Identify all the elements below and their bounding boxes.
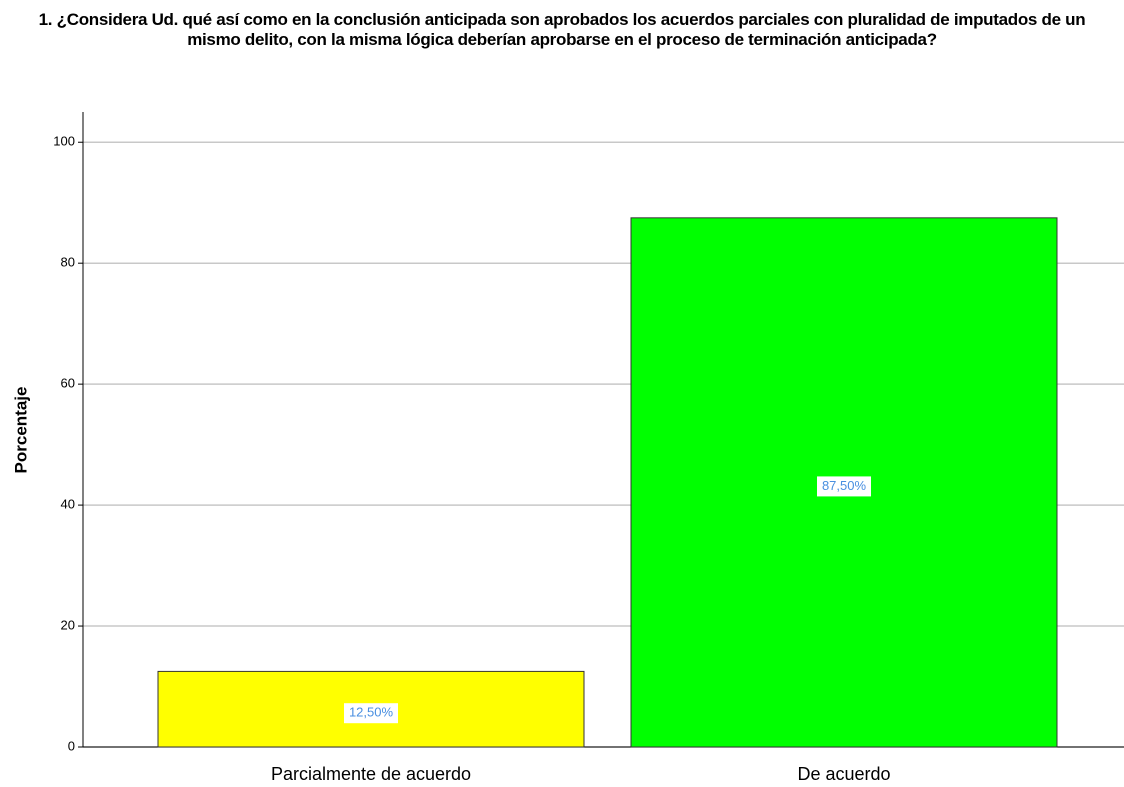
chart-title: 1. ¿Considera Ud. qué así como en la con… <box>38 10 1086 49</box>
y-tick-label: 100 <box>53 134 75 149</box>
value-label: 87,50% <box>822 478 867 493</box>
x-tick-label: Parcialmente de acuerdo <box>271 764 471 784</box>
y-tick-label: 40 <box>61 497 75 512</box>
value-label-box <box>817 476 871 497</box>
value-label-box <box>344 703 398 724</box>
value-label: 12,50% <box>349 705 394 720</box>
y-tick-label: 80 <box>61 255 75 270</box>
y-tick-label: 60 <box>61 376 75 391</box>
x-tick-label: De acuerdo <box>797 764 890 784</box>
y-tick-label: 20 <box>61 617 75 632</box>
y-tick-label: 0 <box>68 738 75 753</box>
y-axis-label: Porcentaje <box>11 387 30 474</box>
